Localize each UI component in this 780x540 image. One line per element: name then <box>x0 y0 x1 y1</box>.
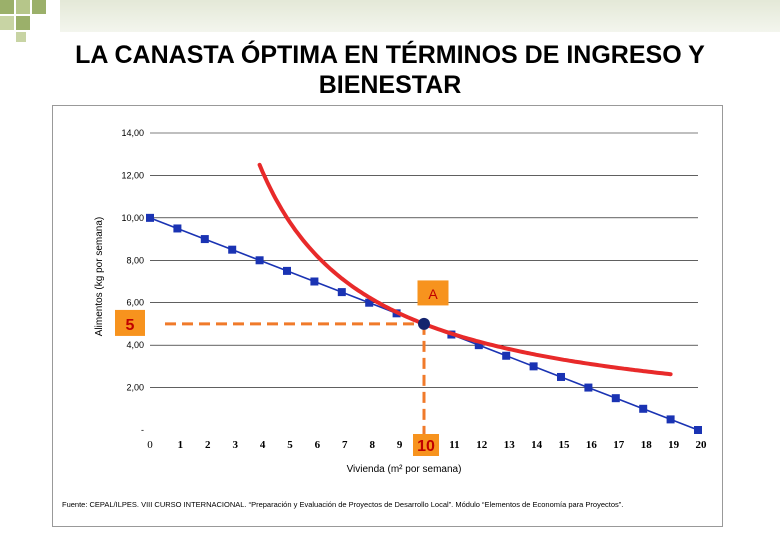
y-tick-label: 6,00 <box>126 298 144 308</box>
corner-decoration <box>0 0 46 42</box>
x-tick-label: 3 <box>232 439 238 451</box>
x-tick-label: 5 <box>287 439 293 451</box>
budget-point <box>283 266 291 275</box>
x-tick-label: 12 <box>476 439 488 451</box>
budget-point <box>173 224 182 233</box>
y-tick-label: 2,00 <box>126 383 144 393</box>
budget-point <box>557 372 565 381</box>
y-tick-label: 8,00 <box>126 255 144 265</box>
x-tick-label: 18 <box>641 439 653 451</box>
x-tick-label: 17 <box>613 439 625 451</box>
budget-point <box>365 298 374 307</box>
x-tick-label: 1 <box>178 439 184 451</box>
y-tick-label: 4,00 <box>126 340 144 350</box>
budget-point <box>474 341 483 350</box>
optimum-label: A <box>428 286 438 302</box>
budget-point <box>694 426 702 434</box>
y-tick-label: 12,00 <box>121 170 144 180</box>
x-tick-label: 4 <box>260 439 266 451</box>
y-axis-label: Alimentos (kg por semana) <box>94 217 105 337</box>
budget-point <box>529 362 538 371</box>
budget-point <box>310 277 319 286</box>
budget-point <box>666 415 675 424</box>
page-title: LA CANASTA ÓPTIMA EN TÉRMINOS DE INGRESO… <box>75 41 705 99</box>
x-tick-label: 2 <box>205 439 211 451</box>
x-tick-label: 20 <box>696 439 708 451</box>
x-marker-label: 10 <box>417 438 435 455</box>
x-tick-label: 11 <box>449 439 459 451</box>
budget-point <box>146 213 154 222</box>
x-tick-label: 8 <box>369 439 375 451</box>
x-tick-label: 15 <box>559 439 571 451</box>
x-tick-label: 19 <box>668 439 680 451</box>
x-tick-label: 7 <box>342 439 348 451</box>
x-tick-label: 16 <box>586 439 598 451</box>
budget-point <box>584 383 593 392</box>
budget-point <box>611 394 620 403</box>
optimum-point <box>418 317 430 330</box>
budget-point <box>228 245 237 254</box>
optimum-label-box <box>417 280 449 306</box>
header-bar <box>60 0 780 32</box>
y-tick-label: - <box>141 425 144 435</box>
budget-point <box>502 351 511 360</box>
y-marker-box <box>115 309 145 336</box>
indifference-curve <box>257 162 673 377</box>
source-note: Fuente: CEPAL/ILPES. VIII CURSO INTERNAC… <box>62 500 624 509</box>
x-axis-label: Vivienda (m² por semana) <box>347 464 462 475</box>
x-tick-label: 14 <box>531 439 543 451</box>
x-tick-label: 13 <box>504 439 516 451</box>
x-tick-label: 0 <box>147 439 153 451</box>
y-tick-label: 10,00 <box>121 213 144 223</box>
budget-point <box>255 256 264 265</box>
budget-point <box>337 288 346 297</box>
y-marker-label: 5 <box>126 317 135 334</box>
x-marker-box <box>413 434 439 456</box>
budget-point <box>200 235 209 244</box>
budget-point <box>639 404 648 413</box>
x-tick-label: 9 <box>397 439 403 451</box>
x-tick-label: 6 <box>315 439 321 451</box>
y-tick-label: 14,00 <box>121 128 144 138</box>
